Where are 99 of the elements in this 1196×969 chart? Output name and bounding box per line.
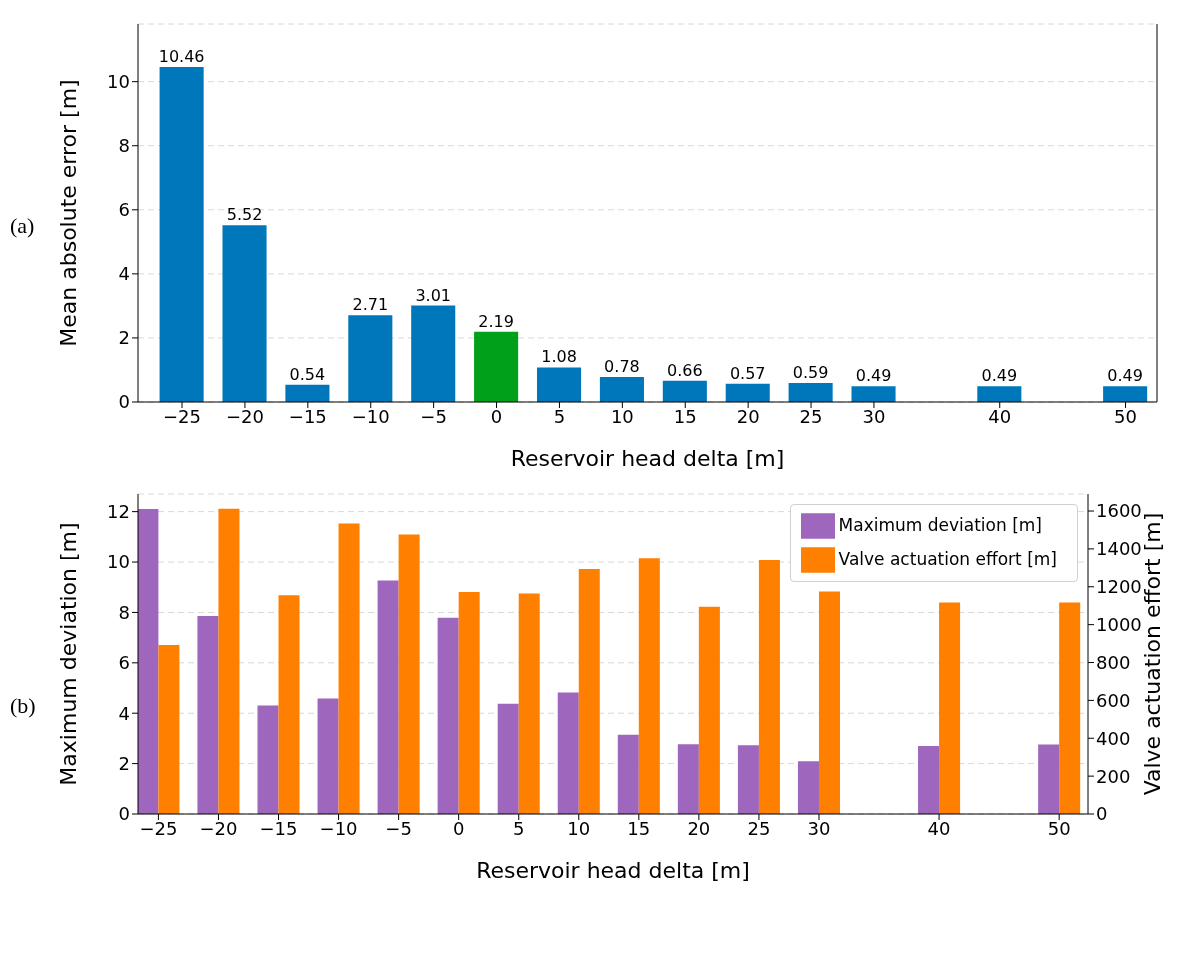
data-label: 2.19 [478, 311, 514, 331]
y2-tick-label: 1000 [1096, 614, 1142, 636]
bar [737, 745, 759, 814]
y-tick-label: 2 [118, 753, 130, 774]
bar [1103, 386, 1148, 402]
data-label: 3.01 [415, 285, 452, 305]
bar [788, 383, 833, 402]
x-tick-label: −20 [225, 405, 264, 427]
text: (b) [10, 693, 36, 719]
x-axis-title: Reservoir head delta [m] [510, 446, 785, 471]
x-tick-label: 30 [862, 405, 886, 427]
bar [758, 559, 780, 814]
bar [338, 523, 360, 814]
x-tick-label: 50 [1047, 817, 1071, 839]
bar [638, 558, 660, 814]
x-tick-label: 0 [452, 817, 465, 839]
bar [474, 331, 519, 402]
bar [578, 568, 600, 814]
data-label: 1.08 [541, 347, 577, 367]
x-tick-label: −25 [163, 405, 202, 427]
x-tick-label: 5 [553, 405, 566, 427]
bar [725, 383, 770, 402]
bar [662, 380, 707, 402]
x-tick-label: 15 [673, 405, 697, 427]
bar [851, 386, 896, 402]
y-tick-label: 0 [118, 803, 130, 825]
bar [222, 225, 267, 402]
x-tick-label: 50 [1114, 405, 1137, 427]
x-tick-label: 25 [799, 405, 823, 427]
x-tick-label: 20 [687, 817, 711, 839]
x-tick-label: 10 [610, 405, 634, 427]
y2-tick-label: 800 [1096, 651, 1131, 673]
bar [1059, 602, 1081, 814]
x-tick-label: 5 [512, 817, 525, 839]
x-tick-label: −15 [259, 817, 298, 839]
y-tick-label: 12 [107, 501, 130, 523]
bar [617, 734, 639, 814]
y-tick-label: 10 [107, 551, 130, 573]
x-tick-label: 40 [927, 817, 951, 839]
data-label: 10.46 [158, 46, 205, 66]
legend-label: Valve actuation effort [m] [838, 549, 1057, 569]
bar [599, 377, 644, 402]
y-tick-label: 6 [118, 652, 130, 674]
y2-tick-label: 0 [1096, 803, 1108, 825]
y2-tick-label: 1600 [1096, 500, 1142, 522]
bar [411, 305, 456, 402]
bar [977, 386, 1022, 402]
y-tick-label: 8 [118, 135, 130, 157]
legend-label: Maximum deviation [m] [838, 515, 1042, 535]
bar [939, 602, 961, 814]
y-tick-label: 0 [118, 391, 130, 413]
x-tick-label: −5 [420, 405, 447, 427]
x-tick-label: 20 [736, 405, 760, 427]
text: (a) [10, 213, 35, 239]
bar [285, 384, 330, 402]
bar [818, 591, 840, 814]
y-tick-label: 2 [118, 327, 130, 349]
x-tick-label: −25 [139, 817, 178, 839]
data-label: 5.52 [226, 205, 263, 225]
bar [159, 66, 204, 402]
x-tick-label: −10 [319, 817, 358, 839]
data-label: 0.57 [729, 363, 766, 383]
x-tick-label: 0 [490, 405, 503, 427]
data-label: 0.49 [855, 366, 892, 386]
data-label: 2.71 [352, 295, 389, 315]
y-tick-label: 10 [107, 71, 130, 93]
y-tick-label: 4 [118, 263, 130, 285]
x-tick-label: 10 [567, 817, 591, 839]
y2-tick-label: 600 [1096, 689, 1131, 711]
x-tick-label: −10 [351, 405, 390, 427]
y2-tick-label: 400 [1096, 727, 1131, 749]
bar [278, 595, 300, 814]
x-tick-label: 40 [988, 405, 1012, 427]
y2-tick-label: 1400 [1096, 538, 1142, 560]
x-tick-label: 15 [627, 817, 651, 839]
data-label: 0.59 [792, 363, 829, 383]
bar [918, 745, 940, 814]
data-label: 0.54 [289, 364, 326, 384]
bar [797, 761, 819, 814]
x-tick-label: −20 [199, 817, 238, 839]
x-tick-label: −5 [385, 817, 412, 839]
y-axis-title: Mean absolute error [m] [55, 79, 81, 347]
data-label: 0.49 [1107, 366, 1143, 386]
y-tick-label: 6 [118, 199, 130, 221]
data-label: 0.49 [981, 366, 1018, 386]
x-tick-label: 25 [747, 817, 771, 839]
y2-tick-label: 1200 [1096, 576, 1142, 598]
data-label: 0.66 [667, 360, 703, 380]
y-axis-title: Maximum deviation [m] [55, 522, 81, 786]
y-tick-label: 8 [118, 601, 130, 623]
bar [536, 367, 582, 402]
y-tick-label: 4 [118, 702, 130, 724]
data-label: 0.78 [604, 357, 640, 377]
y2-tick-label: 200 [1096, 765, 1131, 787]
x-tick-label: −15 [288, 405, 327, 427]
x-tick-label: 30 [807, 817, 831, 839]
bar [348, 315, 393, 402]
x-axis-title: Reservoir head delta [m] [476, 858, 750, 883]
bar [698, 606, 720, 814]
